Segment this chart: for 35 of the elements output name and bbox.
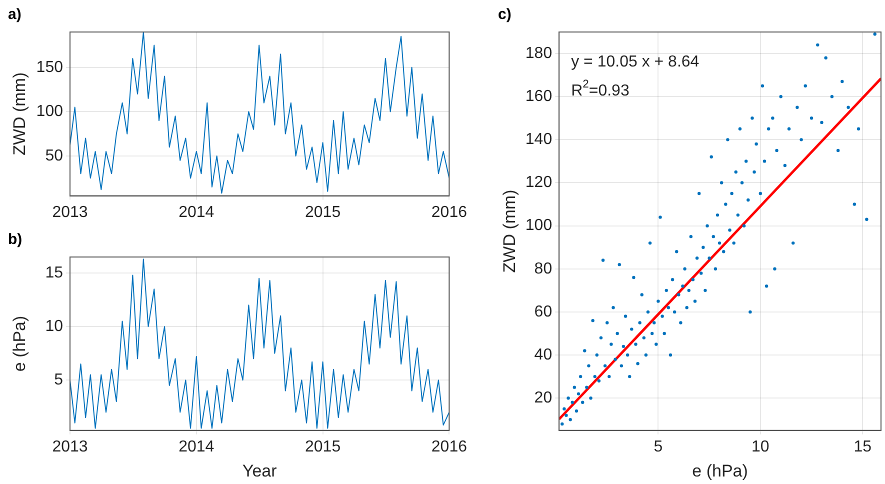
y-tick-label: 100: [525, 217, 552, 234]
y-tick-label: 160: [525, 88, 552, 106]
x-tick-label: 2014: [178, 204, 214, 221]
y-tick-label: 20: [534, 390, 552, 407]
chart-title: c): [498, 6, 512, 24]
y-tick-label: 140: [525, 131, 552, 148]
y-tick-label: 60: [534, 303, 552, 320]
y-tick-label: 50: [45, 147, 64, 164]
y-tick-label: 10: [45, 318, 64, 335]
y-tick-label: 15: [45, 264, 64, 282]
x-axis-title: Year: [242, 461, 278, 480]
y-tick-label: 150: [36, 58, 64, 76]
x-axis-title: e (hPa): [692, 461, 748, 480]
x-tick-label: 2016: [431, 204, 468, 221]
y-axis-title: ZWD (mm): [500, 190, 519, 273]
y-tick-label: 40: [534, 346, 552, 364]
x-tick-label: 2014: [178, 438, 214, 456]
y-tick-label: 80: [534, 260, 552, 278]
y-axis-title: ZWD (mm): [10, 72, 29, 156]
x-tick-label: 15: [854, 438, 872, 456]
x-tick-label: 2016: [431, 438, 468, 456]
x-tick-label: 10: [752, 438, 770, 456]
x-tick-label: 2015: [305, 438, 341, 456]
y-tick-label: 100: [36, 103, 64, 120]
annotation: y = 10.05 x + 8.64: [571, 53, 700, 70]
chart-title: a): [8, 6, 22, 24]
y-tick-label: 180: [525, 44, 552, 62]
chart-title: b): [8, 231, 22, 248]
y-tick-label: 120: [525, 174, 552, 192]
x-tick-label: 2015: [305, 204, 341, 221]
x-tick-label: 5: [654, 438, 663, 456]
x-tick-label: 2013: [52, 204, 88, 221]
y-tick-label: 5: [54, 372, 64, 388]
y-axis-title: e (hPa): [10, 316, 29, 372]
x-tick-label: 2013: [52, 438, 88, 456]
